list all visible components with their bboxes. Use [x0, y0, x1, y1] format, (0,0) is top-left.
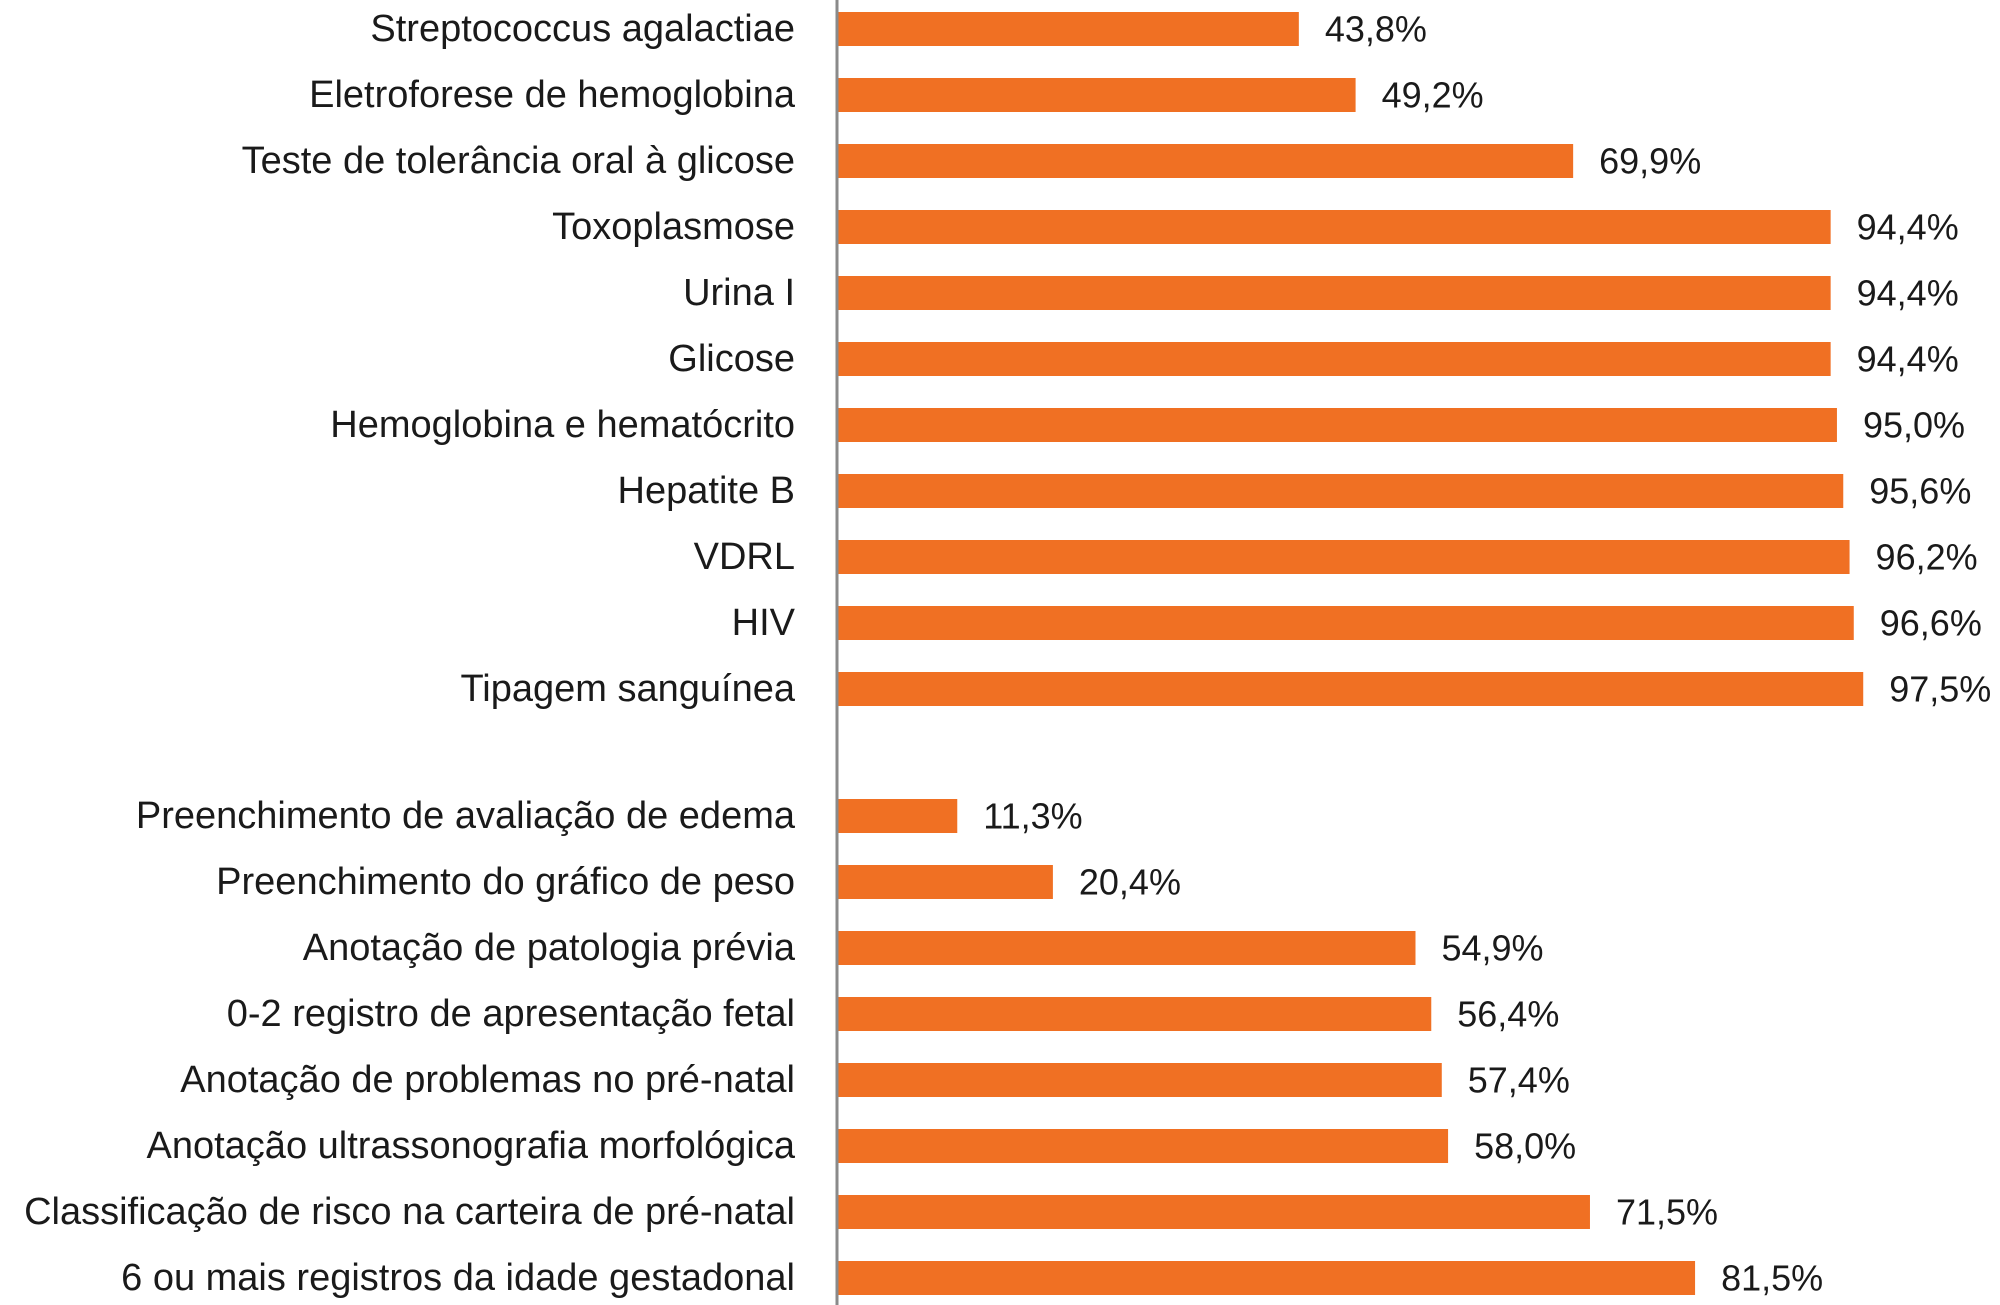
- value-label: 49,2%: [1382, 75, 1484, 116]
- bar: [838, 672, 1864, 706]
- bar: [838, 799, 958, 833]
- value-label: 94,4%: [1857, 207, 1959, 248]
- bar: [838, 606, 1854, 640]
- category-label: Glicose: [668, 338, 795, 380]
- category-label: Toxoplasmose: [552, 206, 795, 248]
- category-label: HIV: [732, 602, 796, 644]
- bar: [838, 408, 1837, 442]
- value-label: 96,2%: [1876, 537, 1978, 578]
- category-label: Anotação de problemas no pré-natal: [180, 1059, 795, 1101]
- category-label: Teste de tolerância oral à glicose: [242, 140, 795, 182]
- value-label: 95,0%: [1863, 405, 1965, 446]
- value-label: 95,6%: [1869, 471, 1971, 512]
- bar: [838, 1261, 1696, 1295]
- bar: [838, 78, 1356, 112]
- bar: [838, 12, 1299, 46]
- bar: [838, 1063, 1442, 1097]
- value-label: 56,4%: [1457, 994, 1559, 1035]
- bar: [838, 1195, 1590, 1229]
- value-label: 43,8%: [1325, 9, 1427, 50]
- value-label: 94,4%: [1857, 273, 1959, 314]
- bar: [838, 997, 1432, 1031]
- bar: [838, 276, 1831, 310]
- value-label: 58,0%: [1474, 1126, 1576, 1167]
- value-label: 20,4%: [1079, 862, 1181, 903]
- category-label: Streptococcus agalactiae: [370, 8, 795, 50]
- category-label: Anotação ultrassonografia morfológica: [147, 1125, 796, 1167]
- bar: [838, 210, 1831, 244]
- bar: [838, 144, 1574, 178]
- category-label: Tipagem sanguínea: [461, 668, 796, 710]
- bar: [838, 865, 1053, 899]
- category-label: Classificação de risco na carteira de pr…: [24, 1191, 795, 1233]
- bar: [838, 474, 1844, 508]
- category-label: Preenchimento do gráfico de peso: [216, 861, 795, 903]
- category-label: Anotação de patologia prévia: [303, 927, 796, 969]
- bar: [838, 931, 1416, 965]
- bar: [838, 342, 1831, 376]
- value-label: 71,5%: [1616, 1192, 1718, 1233]
- value-label: 97,5%: [1889, 669, 1991, 710]
- category-label: 0-2 registro de apresentação fetal: [227, 993, 795, 1035]
- value-label: 69,9%: [1599, 141, 1701, 182]
- value-label: 57,4%: [1468, 1060, 1570, 1101]
- bar: [838, 1129, 1449, 1163]
- category-label: Hemoglobina e hematócrito: [330, 404, 795, 446]
- category-label: Preenchimento de avaliação de edema: [136, 795, 796, 837]
- value-label: 96,6%: [1880, 603, 1982, 644]
- category-label: VDRL: [694, 536, 795, 578]
- value-label: 11,3%: [983, 796, 1082, 837]
- category-label: Eletroforese de hemoglobina: [309, 74, 796, 116]
- category-label: Urina I: [683, 272, 795, 314]
- value-label: 54,9%: [1441, 928, 1543, 969]
- labels-layer: Streptococcus agalactiae 43,8% Eletrofores…: [24, 8, 1991, 1299]
- category-label: Hepatite B: [618, 470, 795, 512]
- bars-layer: [838, 12, 1864, 1295]
- category-label: 6 ou mais registros da idade gestadonal: [121, 1257, 795, 1299]
- value-label: 94,4%: [1857, 339, 1959, 380]
- value-label: 81,5%: [1721, 1258, 1823, 1299]
- bar: [838, 540, 1850, 574]
